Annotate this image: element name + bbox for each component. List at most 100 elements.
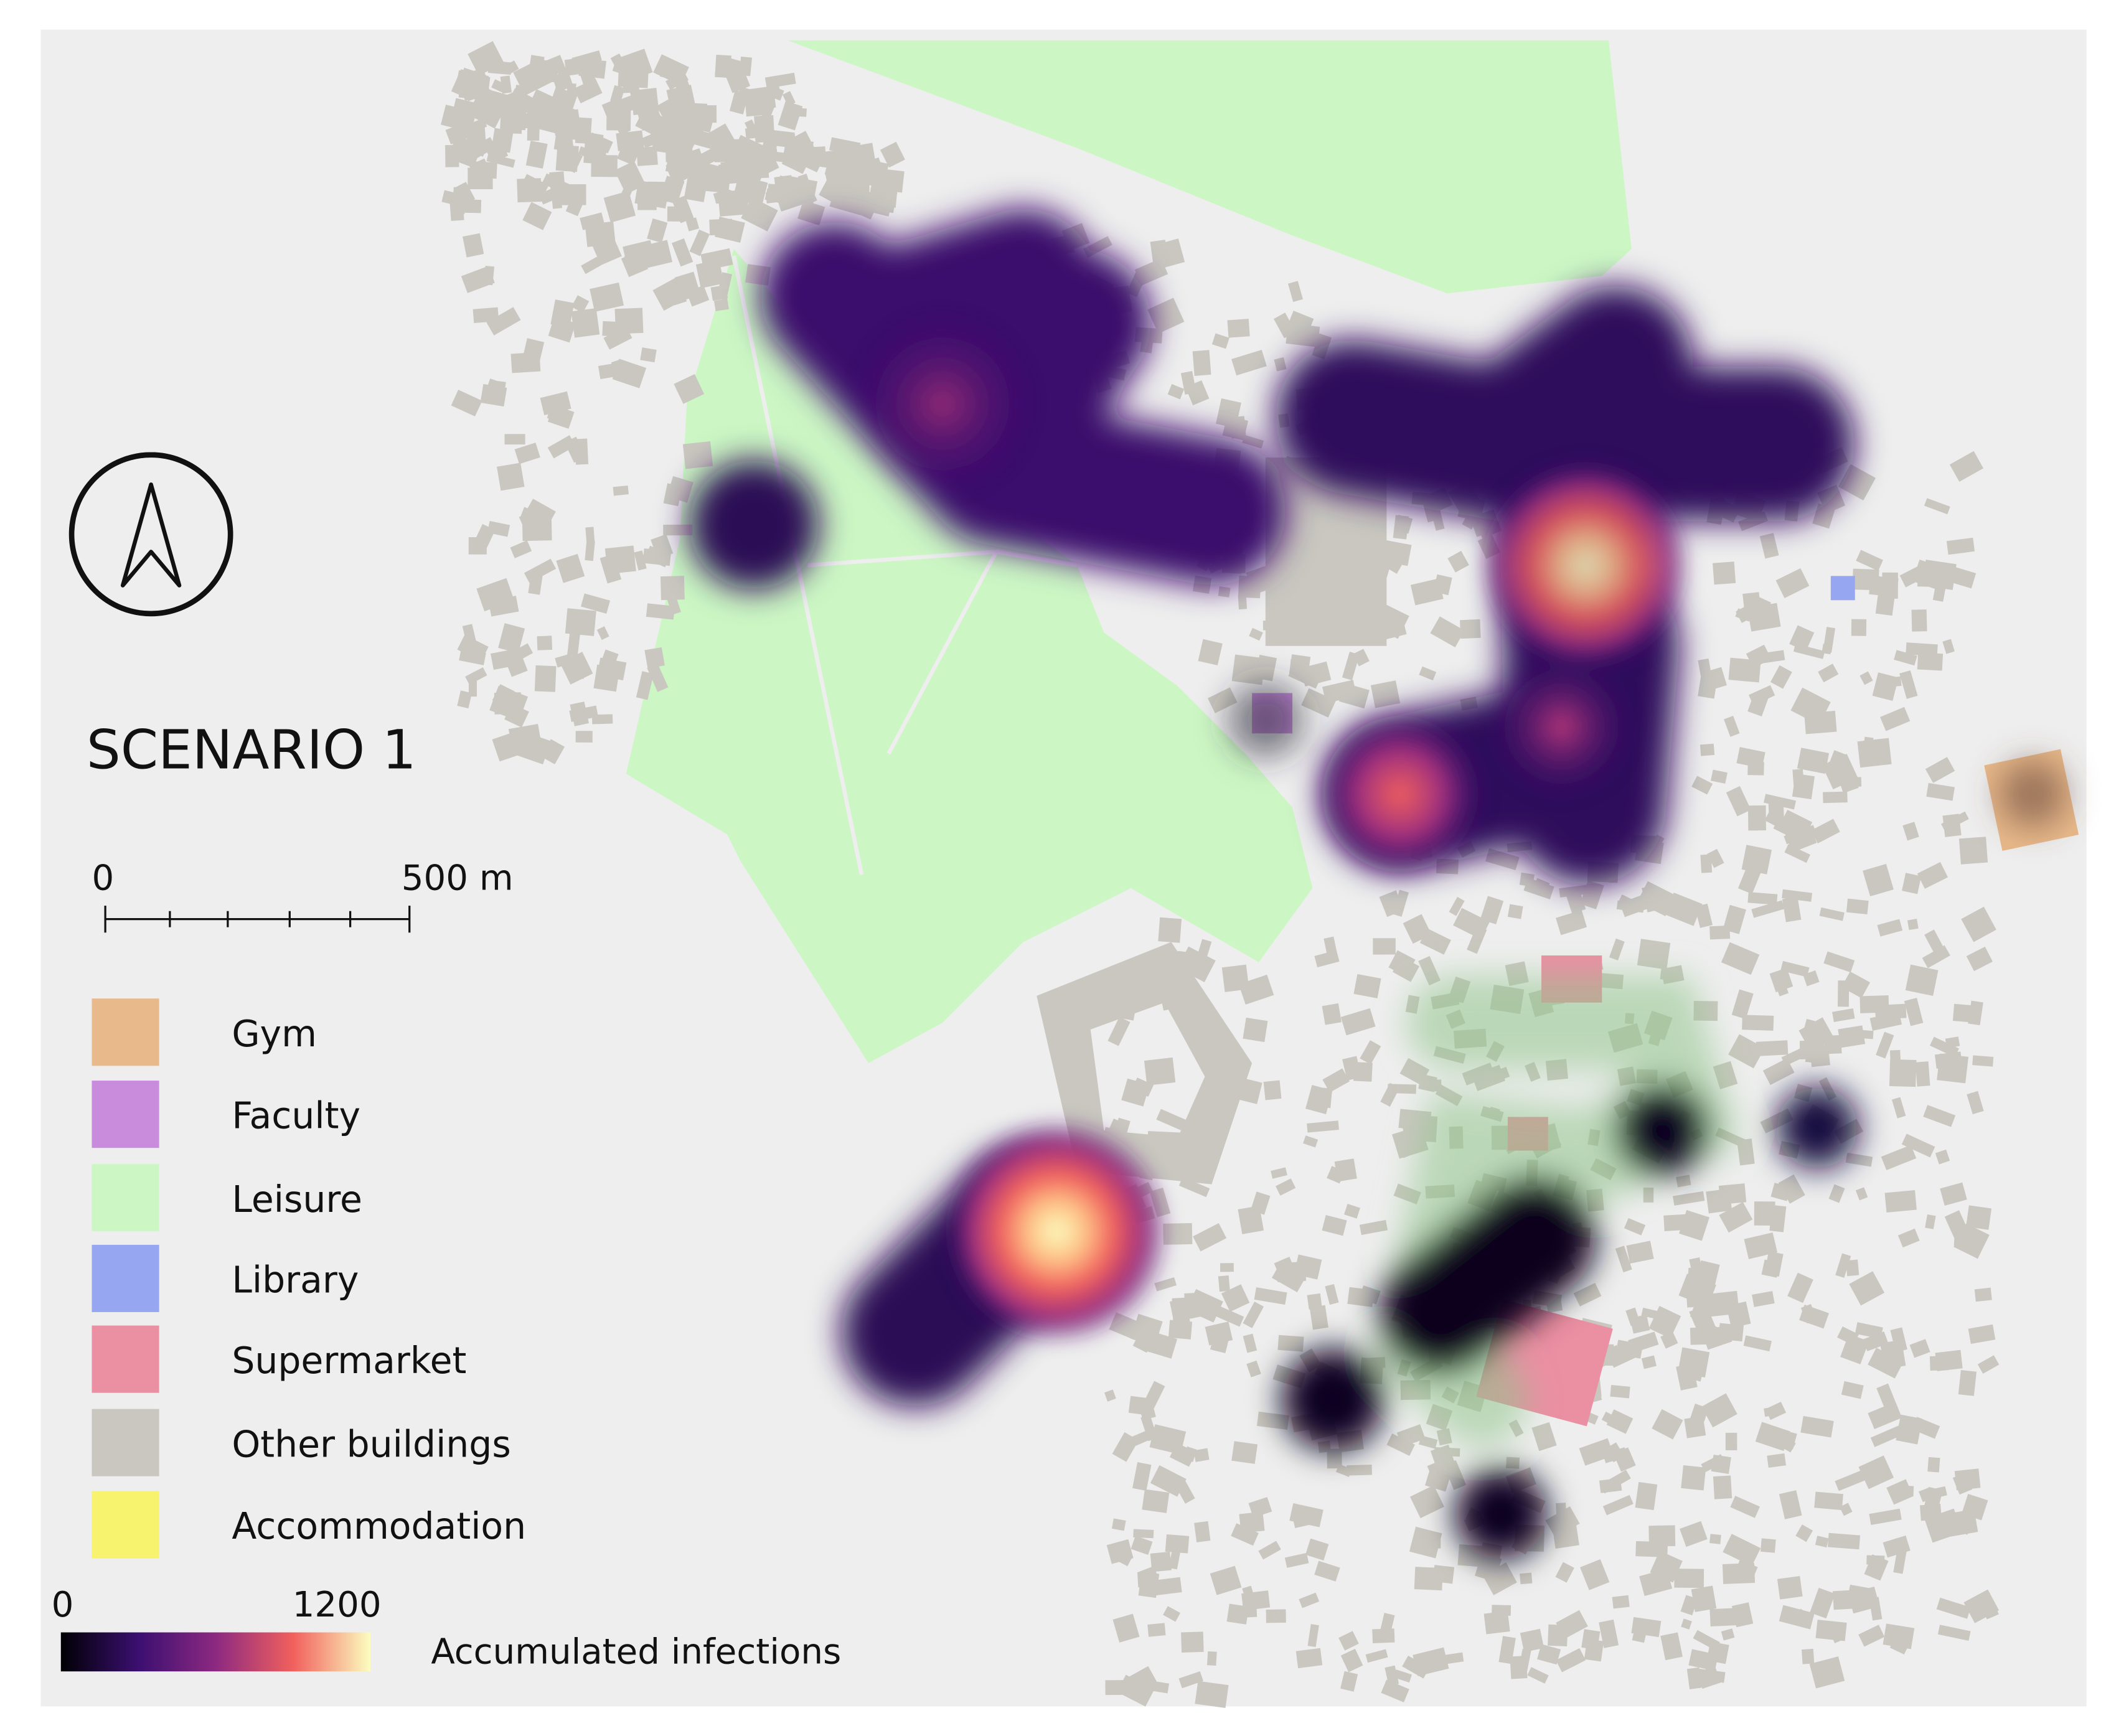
building — [745, 127, 762, 139]
building — [1128, 1396, 1153, 1416]
building — [483, 265, 495, 286]
building — [1968, 1000, 1983, 1026]
building — [1863, 863, 1894, 897]
building — [880, 141, 905, 168]
building — [541, 739, 565, 764]
building — [1418, 955, 1441, 986]
building — [1279, 1262, 1302, 1282]
building — [674, 373, 705, 404]
building — [1210, 1565, 1242, 1595]
building — [1894, 650, 1917, 666]
building — [571, 295, 590, 313]
building — [665, 161, 685, 188]
building — [491, 79, 508, 93]
building — [1291, 1509, 1309, 1528]
building — [1410, 578, 1444, 606]
building — [1277, 1335, 1304, 1352]
building — [1822, 644, 1832, 655]
building — [1624, 1218, 1646, 1236]
building — [1137, 1571, 1152, 1588]
building — [1818, 664, 1839, 683]
building — [1266, 1609, 1286, 1623]
building — [487, 378, 505, 392]
building — [604, 545, 636, 575]
building — [1314, 1087, 1333, 1109]
scale-end-label: 500 m — [402, 858, 514, 899]
building — [580, 593, 611, 614]
building — [829, 174, 843, 193]
building — [1937, 1625, 1971, 1641]
building — [1700, 743, 1715, 756]
building — [1841, 1381, 1864, 1399]
building — [1263, 1080, 1282, 1100]
building — [1648, 1525, 1676, 1547]
building — [1967, 1091, 1984, 1115]
north-arrow — [68, 452, 233, 617]
building — [1555, 1562, 1574, 1583]
building — [1449, 896, 1465, 916]
building — [1637, 881, 1676, 916]
building — [1743, 1335, 1772, 1352]
building — [1944, 1210, 1970, 1240]
building — [1231, 349, 1267, 376]
building — [1414, 1567, 1443, 1591]
building — [1242, 1585, 1256, 1602]
building — [614, 307, 644, 334]
building — [1949, 451, 1984, 482]
building — [665, 71, 689, 90]
building — [1728, 657, 1761, 683]
building — [682, 441, 713, 469]
building — [1144, 1057, 1176, 1086]
building — [1674, 1569, 1704, 1588]
building — [1880, 706, 1911, 731]
building — [1765, 1401, 1786, 1420]
building — [1809, 1044, 1830, 1067]
building — [1556, 1648, 1586, 1673]
map-title: SCENARIO 1 — [87, 720, 416, 782]
legend-swatch — [92, 998, 159, 1066]
building — [1897, 1228, 1920, 1248]
building — [575, 731, 593, 743]
building — [1615, 1340, 1643, 1359]
building — [1698, 1668, 1726, 1683]
building — [571, 307, 600, 338]
building — [1689, 1304, 1716, 1336]
building — [1192, 350, 1211, 376]
building — [785, 107, 807, 117]
building — [1769, 967, 1794, 993]
building — [1307, 1624, 1319, 1648]
building — [1688, 1649, 1719, 1671]
building — [1977, 1355, 2000, 1374]
building — [1287, 281, 1303, 303]
building — [465, 121, 487, 149]
building — [1846, 898, 1869, 914]
building — [1601, 1411, 1630, 1432]
building — [1795, 1524, 1813, 1542]
building — [1434, 1447, 1460, 1457]
building — [1784, 825, 1817, 845]
library-building — [1830, 576, 1855, 601]
building — [1314, 1560, 1340, 1582]
building — [773, 175, 790, 199]
building — [1843, 777, 1862, 787]
building — [1686, 1667, 1702, 1689]
building — [1912, 560, 1944, 589]
building — [1752, 1291, 1775, 1307]
building — [560, 652, 593, 685]
building — [1193, 1448, 1210, 1462]
building — [764, 72, 796, 89]
building — [1359, 1219, 1388, 1236]
building — [1231, 1441, 1258, 1464]
building — [717, 272, 733, 301]
building — [621, 250, 649, 278]
building — [686, 285, 710, 307]
building — [1927, 1457, 1940, 1473]
building — [1243, 1333, 1258, 1353]
building — [507, 88, 540, 116]
building — [1556, 909, 1587, 936]
building — [1249, 627, 1263, 641]
building — [498, 623, 525, 654]
building — [1305, 1538, 1329, 1560]
building — [1925, 757, 1955, 783]
building — [634, 550, 647, 571]
